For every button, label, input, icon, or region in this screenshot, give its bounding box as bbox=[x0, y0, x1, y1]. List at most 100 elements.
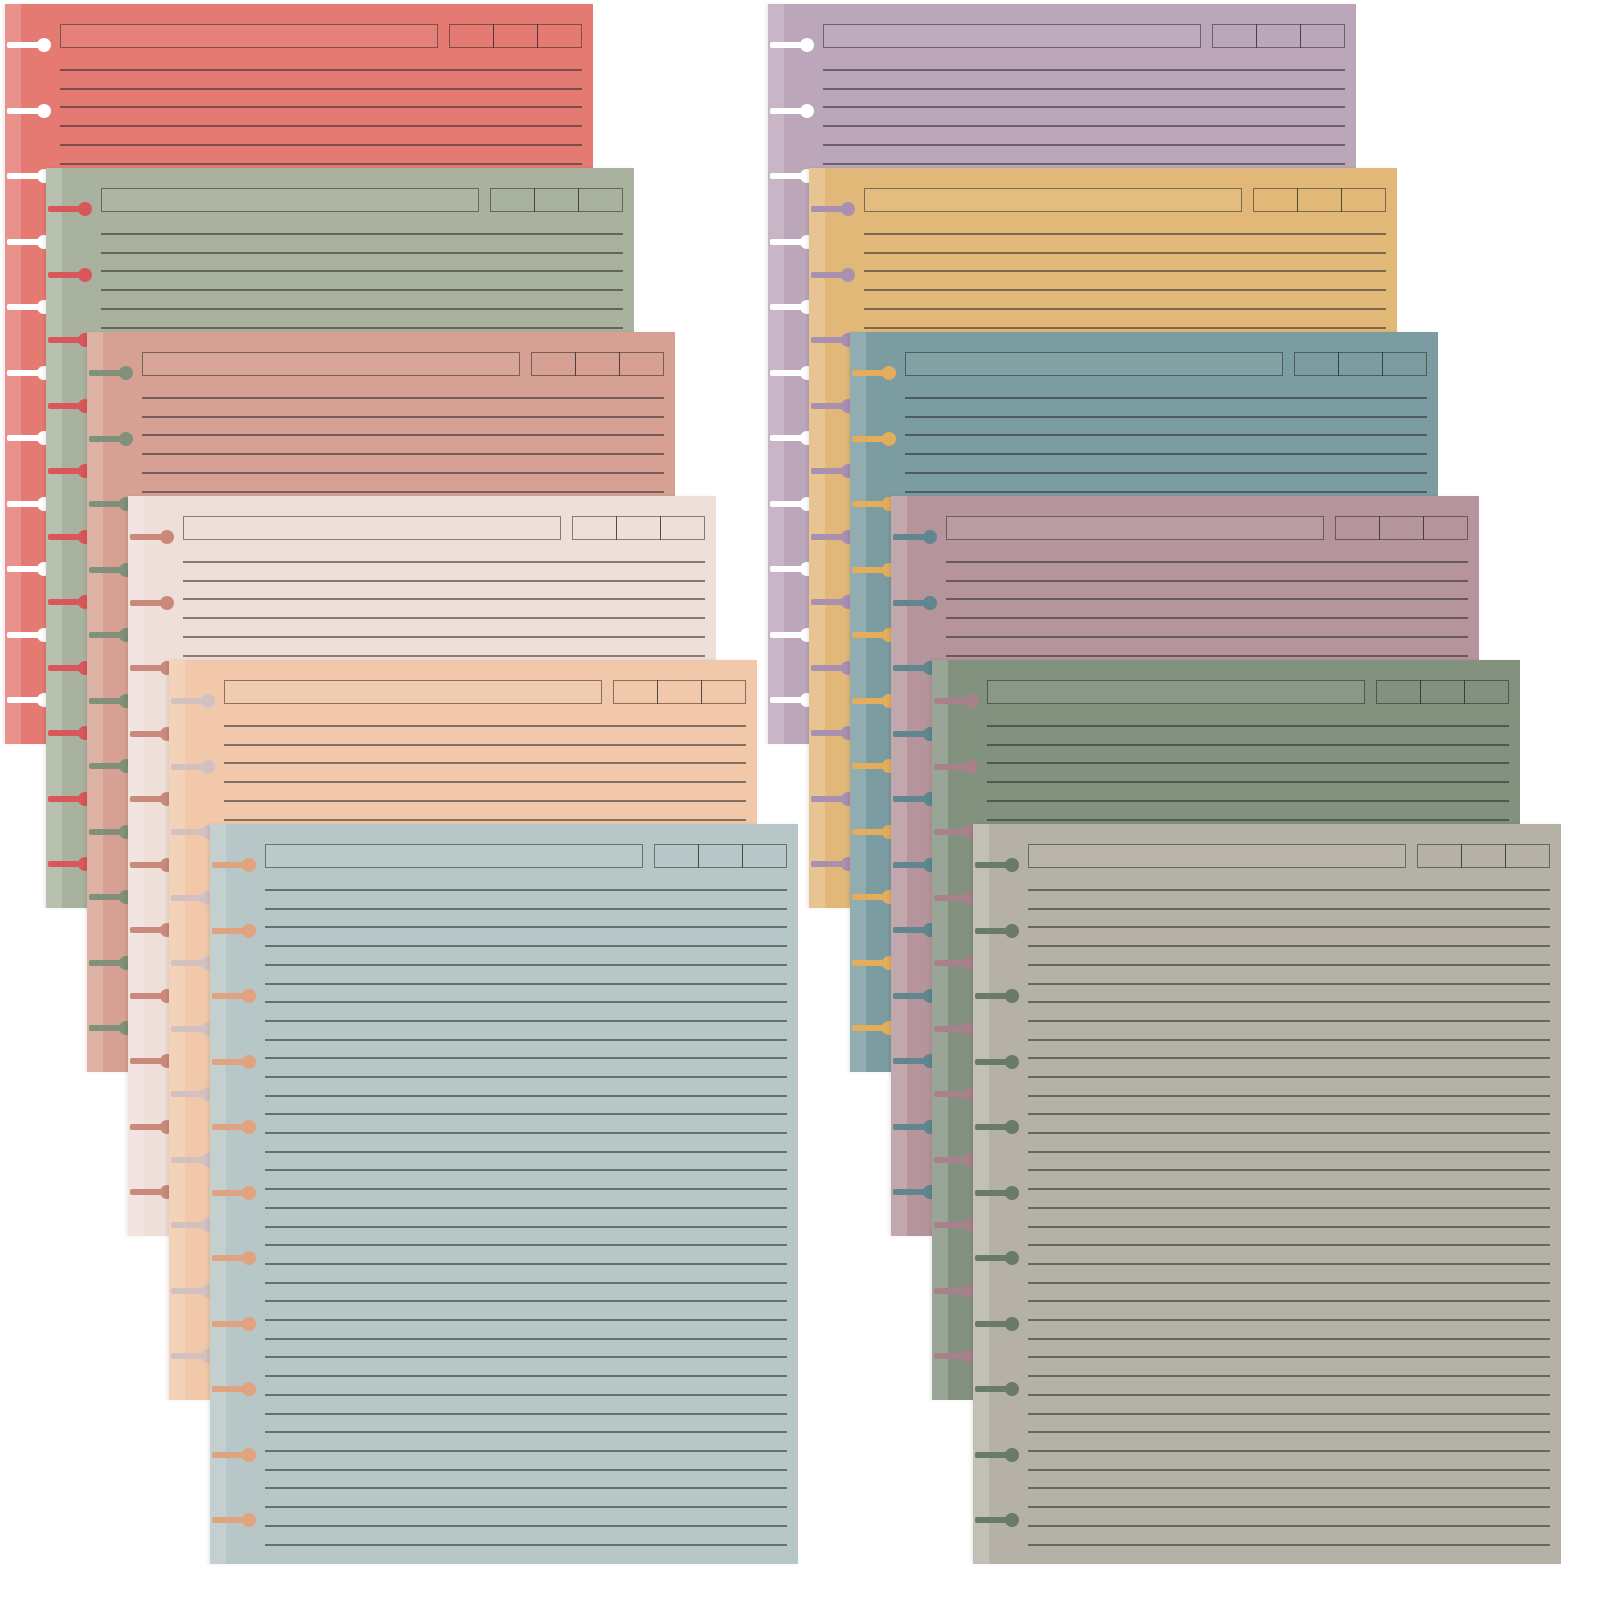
ring-stem bbox=[852, 960, 886, 966]
binder-ring-icon bbox=[89, 432, 133, 446]
ring-knob bbox=[242, 858, 256, 872]
ruled-line bbox=[1028, 1300, 1550, 1302]
binder-ring-icon bbox=[171, 1153, 215, 1167]
date-cell-box bbox=[572, 516, 617, 540]
binder-ring-icon bbox=[212, 1513, 256, 1527]
ruled-line bbox=[265, 1375, 787, 1377]
binder-ring-icon bbox=[975, 989, 1019, 1003]
ruled-line bbox=[1028, 1244, 1550, 1246]
ring-stem bbox=[212, 1321, 246, 1327]
ruled-line bbox=[265, 1544, 787, 1546]
ring-stem bbox=[212, 928, 246, 934]
binder-ring-icon bbox=[934, 956, 978, 970]
ring-stem bbox=[7, 42, 41, 48]
date-cell-box bbox=[1256, 24, 1301, 48]
ring-knob bbox=[78, 202, 92, 216]
ring-stem bbox=[770, 42, 804, 48]
ruled-line bbox=[905, 491, 1427, 493]
ring-stem bbox=[48, 403, 82, 409]
ring-stem bbox=[770, 501, 804, 507]
ring-stem bbox=[852, 1025, 886, 1031]
ruled-line bbox=[224, 744, 746, 746]
ring-knob bbox=[800, 38, 814, 52]
date-cell-box bbox=[613, 680, 658, 704]
ruled-line bbox=[101, 270, 623, 272]
ring-stem bbox=[811, 206, 845, 212]
ruled-line bbox=[265, 1319, 787, 1321]
ruled-line bbox=[60, 144, 582, 146]
binder-ring-icon bbox=[212, 924, 256, 938]
ruled-line bbox=[1028, 1188, 1550, 1190]
title-field-box bbox=[183, 516, 561, 540]
ruled-line bbox=[905, 453, 1427, 455]
ruled-line bbox=[265, 1132, 787, 1134]
ring-knob bbox=[1005, 1382, 1019, 1396]
ruled-line bbox=[265, 1469, 787, 1471]
binder-ring-icon bbox=[7, 104, 51, 118]
binder-ring-icon bbox=[852, 694, 896, 708]
binder-ring-icon bbox=[934, 760, 978, 774]
ring-stem bbox=[171, 895, 205, 901]
ring-stem bbox=[852, 894, 886, 900]
ring-stem bbox=[89, 567, 123, 573]
date-cell-box bbox=[534, 188, 579, 212]
ruled-line bbox=[142, 416, 664, 418]
binder-ring-icon bbox=[934, 1284, 978, 1298]
ring-stem bbox=[934, 698, 968, 704]
title-field-box bbox=[823, 24, 1201, 48]
ring-stem bbox=[7, 632, 41, 638]
ring-stem bbox=[212, 862, 246, 868]
ring-stem bbox=[89, 829, 123, 835]
date-cell-box bbox=[1382, 352, 1427, 376]
ring-stem bbox=[975, 1452, 1009, 1458]
binder-ring-icon bbox=[893, 923, 937, 937]
binder-ring-icon bbox=[770, 497, 814, 511]
binder-ring-icon bbox=[48, 268, 92, 282]
ruled-line bbox=[1028, 1525, 1550, 1527]
ruled-line bbox=[265, 908, 787, 910]
ring-stem bbox=[130, 600, 164, 606]
ring-stem bbox=[212, 1059, 246, 1065]
ruled-line bbox=[265, 983, 787, 985]
title-field-box bbox=[265, 844, 643, 868]
ring-stem bbox=[934, 764, 968, 770]
binder-ring-icon bbox=[89, 694, 133, 708]
ring-stem bbox=[811, 730, 845, 736]
ruled-line bbox=[946, 580, 1468, 582]
binder-ring-icon bbox=[89, 563, 133, 577]
binder-ring-icon bbox=[89, 825, 133, 839]
binder-ring-icon bbox=[171, 694, 215, 708]
ring-stem bbox=[7, 173, 41, 179]
ruled-line bbox=[265, 1113, 787, 1115]
ruled-line bbox=[905, 472, 1427, 474]
ring-stem bbox=[171, 764, 205, 770]
ring-knob bbox=[964, 694, 978, 708]
ruled-line bbox=[864, 233, 1386, 235]
binder-ring-icon bbox=[89, 759, 133, 773]
ring-knob bbox=[242, 1513, 256, 1527]
ruled-line bbox=[946, 655, 1468, 657]
notebook-sheet-light-blue bbox=[210, 824, 798, 1564]
ring-stem bbox=[48, 206, 82, 212]
ruled-line bbox=[1028, 964, 1550, 966]
ring-stem bbox=[975, 1255, 1009, 1261]
ruled-line bbox=[1028, 945, 1550, 947]
binder-ring-icon bbox=[770, 300, 814, 314]
binder-ring-icon bbox=[852, 956, 896, 970]
ring-stem bbox=[48, 665, 82, 671]
ring-stem bbox=[48, 337, 82, 343]
ring-stem bbox=[89, 632, 123, 638]
ring-stem bbox=[975, 1321, 1009, 1327]
date-cell-box bbox=[657, 680, 702, 704]
date-cell-box bbox=[1297, 188, 1342, 212]
ruled-line bbox=[265, 1525, 787, 1527]
ring-stem bbox=[893, 1058, 927, 1064]
ring-knob bbox=[964, 760, 978, 774]
ruled-line bbox=[1028, 1506, 1550, 1508]
binder-ring-icon bbox=[7, 562, 51, 576]
binder-ring-icon bbox=[89, 366, 133, 380]
binder-ring-icon bbox=[852, 563, 896, 577]
ring-stem bbox=[212, 993, 246, 999]
ring-knob bbox=[1005, 1120, 1019, 1134]
